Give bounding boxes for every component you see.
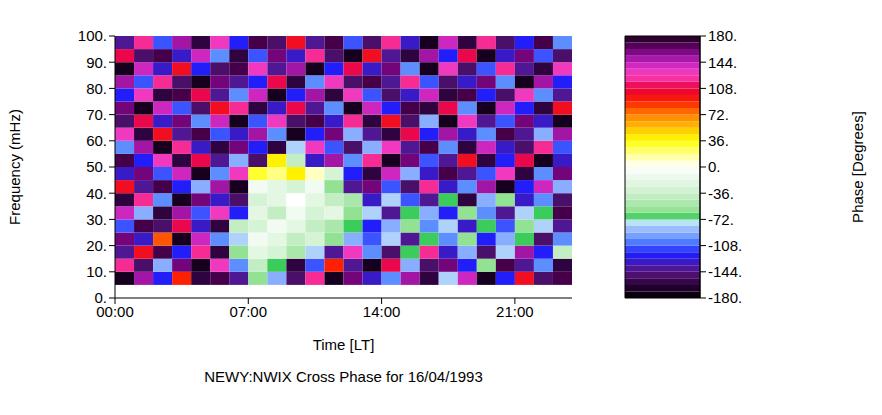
svg-text:30.: 30. [86,211,107,228]
svg-text:Time [LT]: Time [LT] [313,336,375,353]
svg-text:14:00: 14:00 [363,303,401,320]
html-text:NEWY:NWIX Cross Phase for 16/0: NEWY:NWIX Cross Phase for 16/04/1993 [204,368,483,385]
svg-text:-36.: -36. [708,185,734,202]
svg-text:20.: 20. [86,237,107,254]
svg-text:100.: 100. [78,27,107,44]
svg-text:40.: 40. [86,185,107,202]
svg-text:70.: 70. [86,106,107,123]
svg-text:Frequency (mHz): Frequency (mHz) [6,109,23,225]
svg-text:-180.: -180. [708,289,742,306]
svg-text:00:00: 00:00 [96,302,134,320]
svg-text:90.: 90. [86,54,107,71]
svg-text:180.: 180. [708,27,737,44]
svg-text:60.: 60. [86,132,107,149]
svg-text:10.: 10. [86,263,107,280]
svg-text:0.: 0. [94,289,107,306]
svg-text:144.: 144. [708,54,737,71]
svg-text:50.: 50. [86,158,107,175]
svg-text:-108.: -108. [708,237,742,254]
svg-text:36.: 36. [708,132,729,149]
svg-text:108.: 108. [708,80,737,97]
svg-text:-144.: -144. [708,263,742,280]
svg-text:80.: 80. [86,80,107,97]
svg-text:Phase [Degrees]: Phase [Degrees] [849,111,866,223]
svg-text:21:00: 21:00 [496,303,534,320]
svg-text:0.: 0. [708,158,721,175]
svg-text:07:00: 07:00 [230,303,268,320]
svg-text:-72.: -72. [708,211,734,228]
svg-text:72.: 72. [708,106,729,123]
